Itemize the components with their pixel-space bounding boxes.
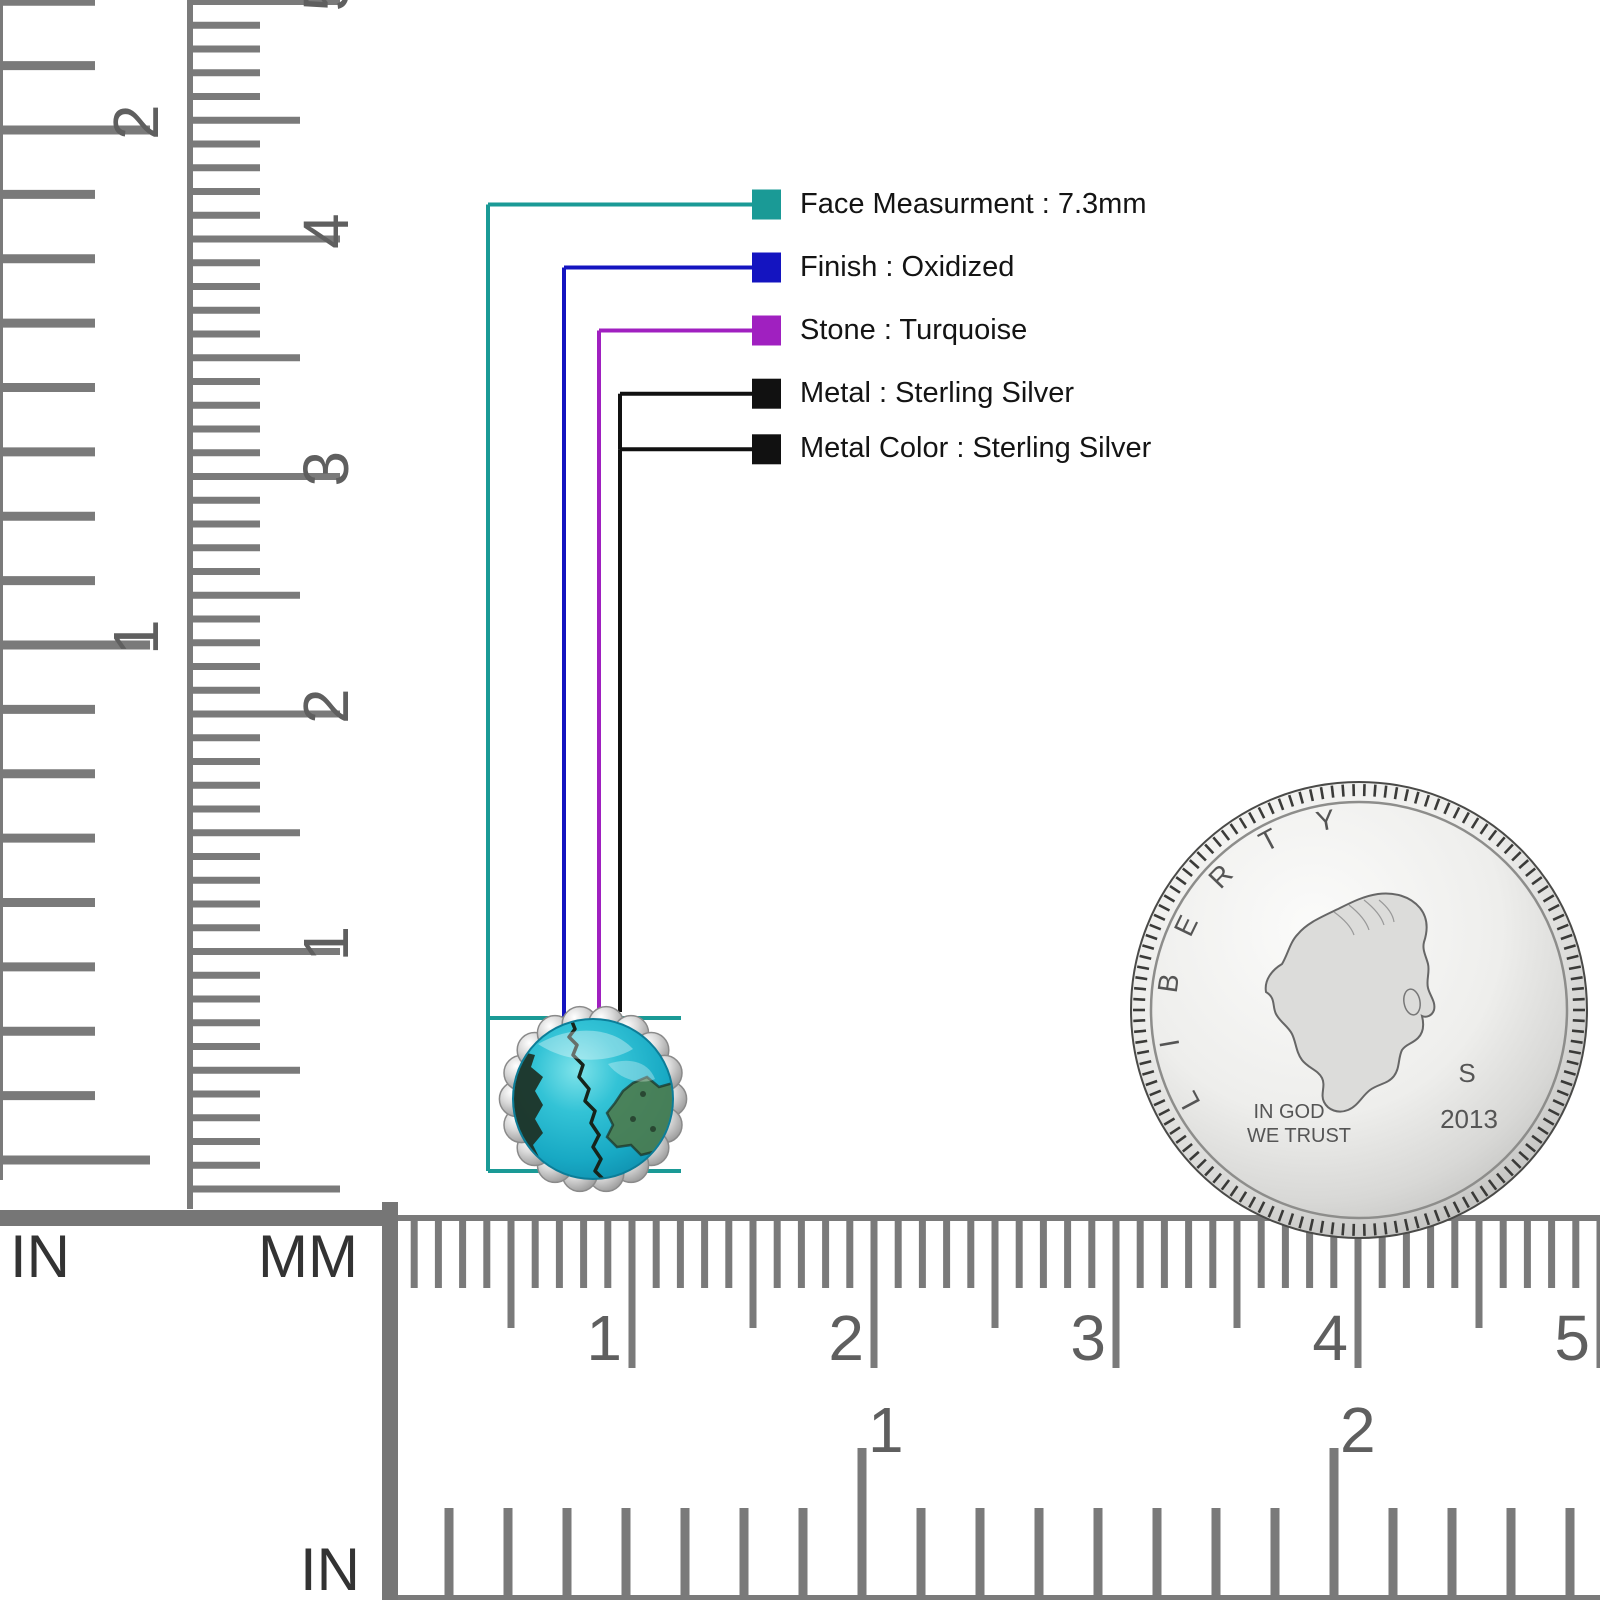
svg-text:S: S: [1458, 1058, 1475, 1088]
svg-text:IN GOD: IN GOD: [1253, 1101, 1324, 1123]
svg-text:2013: 2013: [1440, 1104, 1498, 1134]
svg-text:WE TRUST: WE TRUST: [1247, 1125, 1351, 1147]
